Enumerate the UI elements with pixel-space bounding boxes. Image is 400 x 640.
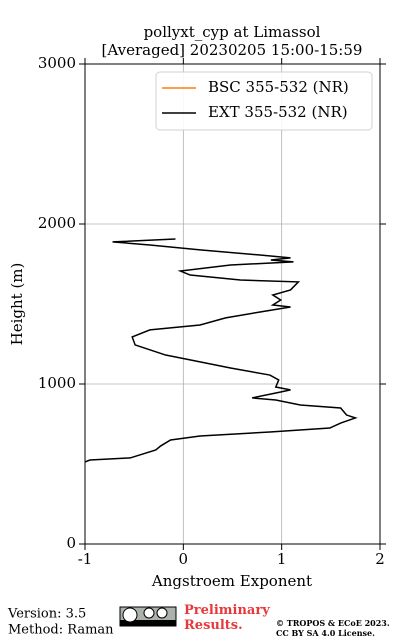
y-tick-label: 1000 <box>38 374 76 392</box>
x-tick-label: 2 <box>375 550 385 568</box>
x-tick-label: -1 <box>78 550 93 568</box>
legend: BSC 355-532 (NR) EXT 355-532 (NR) <box>155 71 373 131</box>
chart-subtitle: [Averaged] 20230205 15:00-15:59 <box>102 41 363 59</box>
license: CC BY SA 4.0 License. <box>276 628 375 638</box>
x-axis-label: Angstroem Exponent <box>151 572 312 590</box>
legend-label: EXT 355-532 (NR) <box>208 103 348 121</box>
notice-line: Results. <box>184 618 243 633</box>
cc-logo <box>119 606 177 627</box>
profile-line <box>84 238 358 463</box>
version: Version: 3.5 <box>7 607 86 622</box>
method: Method: Raman <box>8 623 114 638</box>
plot-frame <box>84 63 381 545</box>
legend-box <box>155 71 373 131</box>
y-tick-label: 3000 <box>38 54 76 72</box>
preliminary-notice: Preliminary Results. <box>184 603 274 633</box>
y-tick-label: 2000 <box>38 214 76 232</box>
x-tick-label: 1 <box>277 550 287 568</box>
notice-line: Preliminary <box>184 603 270 618</box>
legend-label: BSC 355-532 (NR) <box>208 78 349 96</box>
y-axis-label: Height (m) <box>8 263 26 346</box>
x-tick-label: 0 <box>179 550 189 568</box>
copyright: © TROPOS & ECoE 2023. <box>276 618 390 628</box>
chart-title: pollyxt_cyp at Limassol <box>144 23 321 41</box>
y-tick-label: 0 <box>66 534 76 552</box>
